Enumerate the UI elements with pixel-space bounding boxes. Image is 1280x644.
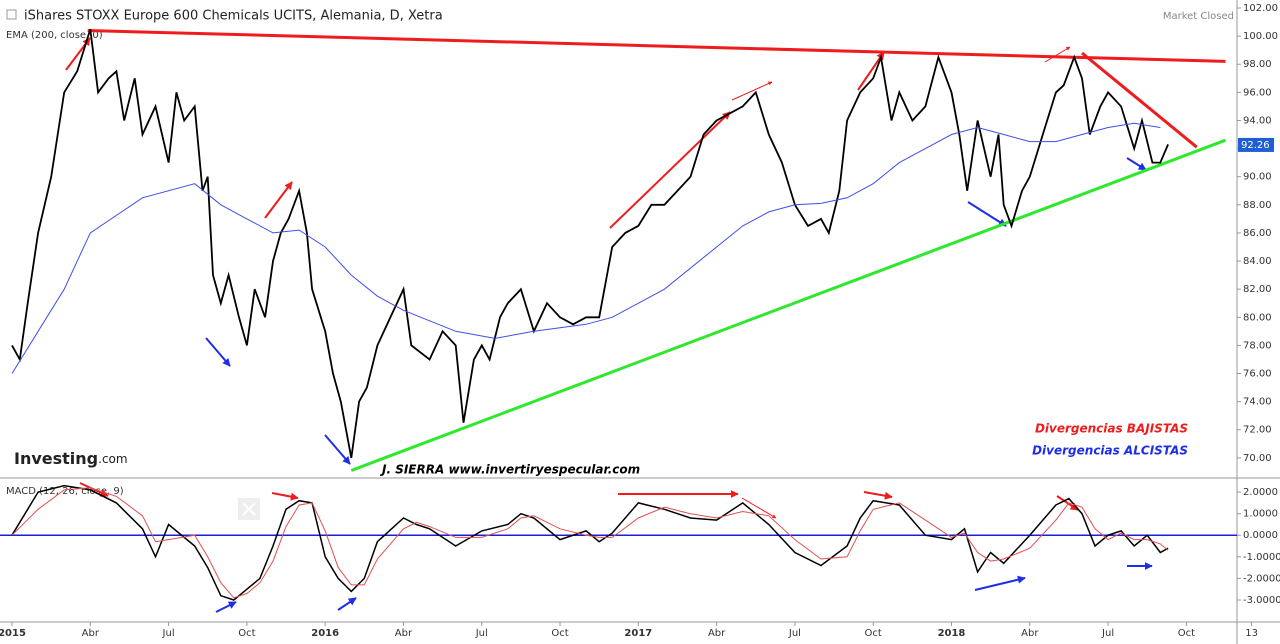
y-tick-label: 82.00	[1243, 284, 1272, 295]
series-line	[11, 487, 1169, 599]
y-tick-label: -2.0000	[1243, 573, 1280, 584]
trendline	[1081, 51, 1198, 149]
series-line	[11, 122, 1161, 374]
annotation: J. SIERRA www.invertiryespecular.com	[380, 463, 640, 477]
y-tick-label: 72.00	[1243, 425, 1272, 436]
y-tick-label: 2.0000	[1243, 487, 1278, 498]
macd-panel	[0, 480, 1237, 622]
arrow	[1044, 46, 1071, 63]
y-tick-label: 84.00	[1243, 256, 1272, 267]
x-tick-label: Oct	[551, 628, 568, 639]
arrow	[205, 337, 231, 367]
y-tick-label: 96.00	[1243, 87, 1272, 98]
x-tick-label: Abr	[1021, 628, 1039, 639]
last-price-label: 92.26	[1241, 140, 1270, 151]
y-tick-label: 98.00	[1243, 59, 1272, 70]
y-tick-label: 80.00	[1243, 312, 1272, 323]
macd-label: MACD (12, 26, close, 9)	[6, 486, 124, 497]
x-tick-label: 2017	[624, 628, 652, 639]
chart-title: iShares STOXX Europe 600 Chemicals UCITS…	[24, 9, 443, 24]
last-price-tag	[1238, 137, 1274, 152]
x-tick-label: Oct	[238, 628, 255, 639]
arrow	[967, 201, 1007, 227]
x-tick-label: Oct	[865, 628, 882, 639]
y-tick-label: 94.00	[1243, 115, 1272, 126]
x-tick-label: Oct	[1178, 628, 1195, 639]
y-tick-label: 90.00	[1243, 172, 1272, 183]
arrow	[1056, 495, 1079, 511]
market-status: Market Closed	[1163, 11, 1234, 22]
x-tick-label: Abr	[708, 628, 726, 639]
y-tick-label: 100.00	[1243, 31, 1278, 42]
x-tick-label: Jul	[475, 628, 488, 639]
collapse-icon[interactable]	[6, 9, 17, 20]
x-tick-label: 2018	[938, 628, 966, 639]
y-tick-label: 74.00	[1243, 397, 1272, 408]
x-tick-label: Abr	[82, 628, 100, 639]
annotation: Divergencias ALCISTAS	[1032, 444, 1188, 458]
y-tick-label: 86.00	[1243, 228, 1272, 239]
y-tick-label: -3.0000	[1243, 595, 1280, 606]
trendline	[87, 29, 1226, 63]
arrow	[863, 491, 893, 500]
x-tick-label: 2016	[311, 628, 339, 639]
arrow	[731, 81, 773, 101]
x-tick-label: Jul	[1101, 628, 1114, 639]
logo-main: Investing	[14, 449, 98, 468]
y-tick-label: -1.0000	[1243, 552, 1280, 563]
x-tick-label: Jul	[162, 628, 175, 639]
series-line	[11, 484, 1169, 601]
price-panel	[0, 0, 1237, 476]
x-tick-label: Abr	[395, 628, 413, 639]
series-line	[11, 28, 1169, 459]
arrow	[1126, 157, 1147, 171]
arrow	[215, 601, 237, 613]
arrow	[741, 497, 777, 519]
arrow	[324, 434, 351, 465]
y-tick-label: 78.00	[1243, 340, 1272, 351]
arrow	[974, 575, 1026, 591]
y-tick-label: 102.00	[1243, 3, 1278, 14]
close-icon	[242, 502, 256, 516]
y-tick-label: 0.0000	[1243, 530, 1278, 541]
arrow	[337, 597, 357, 611]
annotation: Divergencias BAJISTAS	[1035, 422, 1188, 436]
logo: Investing.com	[14, 449, 128, 468]
logo-suffix: .com	[98, 452, 127, 466]
y-tick-label: 76.00	[1243, 369, 1272, 380]
arrow	[609, 111, 731, 229]
y-tick-label: 1.0000	[1243, 509, 1278, 520]
y-tick-label: 88.00	[1243, 200, 1272, 211]
x-tick-label: 2015	[0, 628, 26, 639]
arrow	[264, 181, 293, 219]
x-tick-label: Jul	[788, 628, 801, 639]
y-tick-label: 70.00	[1243, 453, 1272, 464]
trendline	[350, 138, 1227, 472]
arrow	[271, 492, 299, 501]
x-tick-label: 13	[1245, 628, 1258, 639]
indicator-label: EMA (200, close, 0)	[6, 30, 103, 41]
